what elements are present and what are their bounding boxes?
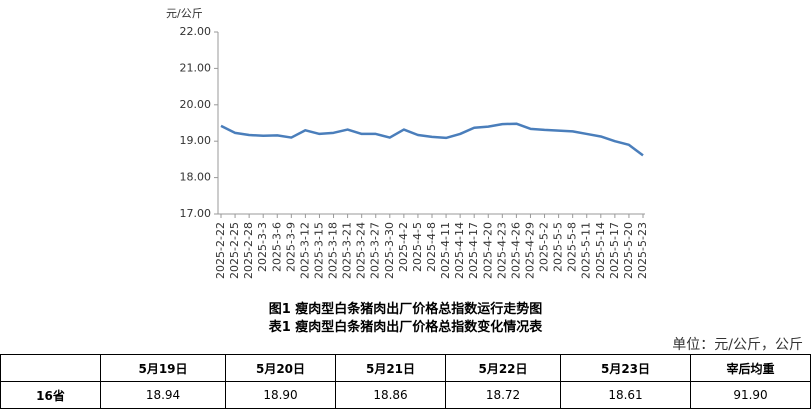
chart: 元/公斤 17.00 18.00 19.00 20.00 21.00 22.00 2025-…	[166, 7, 649, 279]
data-table: 5月19日 5月20日 5月21日 5月22日 5月23日 宰后均重 16省 18.94 18…	[0, 354, 811, 409]
x-tick-label: 2025-2-25	[228, 222, 241, 279]
data-line	[220, 122, 644, 157]
x-tick-label: 2025-4-29	[523, 222, 536, 279]
figure-caption: 图1 瘦肉型白条猪肉出厂价格总指数运行走势图	[268, 302, 543, 317]
header-row: 5月19日 5月20日 5月21日 5月22日 5月23日 宰后均重	[0, 354, 811, 382]
x-tick-label: 2025-3-12	[298, 222, 311, 279]
x-tick-label: 2025-4-26	[509, 222, 522, 279]
x-tick-label: 2025-3-27	[369, 222, 382, 279]
table-cell: 16省	[0, 381, 101, 409]
data-row: 16省 18.94 18.90 18.86 18.72 18.61 91.90	[0, 381, 811, 409]
y-tick-label: 17.00	[180, 207, 212, 220]
y-tick-label: 19.00	[180, 134, 212, 147]
table-cell: 18.61	[560, 381, 691, 409]
table-cell: 18.94	[100, 381, 226, 409]
x-tick-label: 2025-4-5	[411, 222, 424, 272]
table-cell: 5月21日	[335, 354, 446, 382]
table-cell: 5月19日	[100, 354, 226, 382]
table-cell	[0, 354, 101, 382]
x-tick-label: 2025-3-30	[383, 222, 396, 279]
x-tick-label: 2025-3-18	[327, 222, 340, 279]
x-tick-label: 2025-4-23	[495, 222, 508, 279]
table-cell: 5月23日	[560, 354, 691, 382]
x-tick-label: 2025-4-8	[425, 222, 438, 272]
x-tick-label: 2025-3-3	[256, 222, 269, 272]
x-tick-label: 2025-5-20	[622, 222, 635, 279]
table-cell: 5月22日	[445, 354, 561, 382]
x-tick-label: 2025-2-28	[242, 222, 255, 279]
table-cell: 18.90	[225, 381, 336, 409]
table-cell: 18.72	[445, 381, 561, 409]
x-tick-label: 2025-5-5	[552, 222, 565, 272]
table-cell: 5月20日	[225, 354, 336, 382]
unit-note: 单位：元/公斤，公斤	[672, 337, 803, 353]
table-cell: 91.90	[690, 381, 811, 409]
x-tick-label: 2025-2-22	[214, 222, 227, 279]
y-tick-label: 20.00	[180, 98, 212, 111]
x-tick-label: 2025-4-14	[453, 222, 466, 279]
table-caption: 表1 瘦肉型白条猪肉出厂价格总指数变化情况表	[268, 320, 543, 335]
x-tick-label: 2025-5-23	[636, 222, 649, 279]
x-tick-label: 2025-5-2	[538, 222, 551, 272]
x-tick-label: 2025-4-17	[467, 222, 480, 279]
x-tick-label: 2025-5-14	[594, 222, 607, 279]
table-cell: 宰后均重	[690, 354, 811, 382]
y-tick-label: 21.00	[180, 61, 212, 74]
x-tick-label: 2025-3-21	[341, 222, 354, 279]
table-cell: 18.86	[335, 381, 446, 409]
x-tick-label: 2025-4-20	[481, 222, 494, 279]
x-tick-label: 2025-3-6	[270, 222, 283, 272]
x-tick-label: 2025-3-9	[284, 222, 297, 272]
x-tick-label: 2025-3-15	[312, 222, 325, 279]
x-tick-label: 2025-4-11	[439, 222, 452, 279]
y-axis-label: 元/公斤	[166, 7, 203, 20]
y-tick-label: 18.00	[180, 171, 212, 184]
x-tick-label: 2025-5-8	[566, 222, 579, 272]
y-tick-label: 22.00	[180, 25, 212, 38]
x-tick-label: 2025-5-11	[580, 222, 593, 279]
x-tick-label: 2025-3-24	[355, 222, 368, 279]
x-tick-label: 2025-5-17	[608, 222, 621, 279]
x-tick-label: 2025-4-2	[397, 222, 410, 272]
